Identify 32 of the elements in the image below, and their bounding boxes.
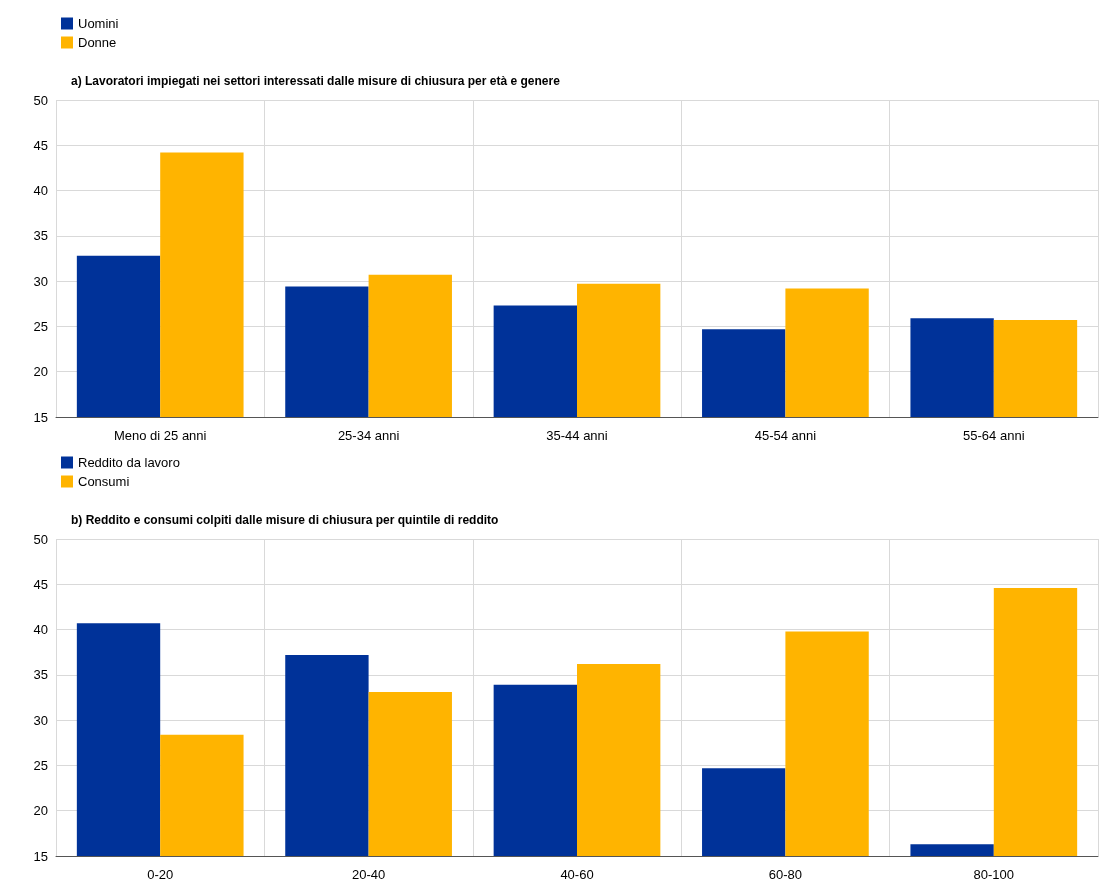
x-tick-label: 80-100	[973, 867, 1015, 882]
legend-label: Donne	[78, 35, 117, 50]
y-tick-label: 50	[33, 92, 48, 108]
y-tick-label: 15	[33, 848, 48, 864]
x-tick-label: 60-80	[768, 867, 803, 882]
x-tick-label: 55-64 anni	[963, 428, 1025, 443]
legend-label: Reddito da lavoro	[78, 455, 180, 470]
x-tick-label: 40-60	[560, 867, 594, 882]
x-tick-label: 20-40	[351, 867, 386, 882]
y-tick-label: 45	[33, 576, 48, 592]
chart-title: a) Lavoratori impiegati nei settori interessati dalle misure di chiusura per età e genere	[71, 74, 561, 88]
y-tick-label: 25	[33, 757, 48, 773]
x-tick-label: 25-34 anni	[337, 428, 400, 443]
legend-label: Uomini	[78, 16, 119, 31]
x-tick-label: Meno di 25 anni	[113, 428, 207, 443]
y-tick-label: 35	[33, 667, 48, 683]
y-tick-label: 30	[33, 712, 48, 728]
y-tick-label: 15	[33, 409, 48, 425]
y-tick-label: 35	[33, 228, 48, 244]
x-tick-label: 0-20	[147, 867, 174, 882]
x-tick-label: 35-44 anni	[546, 428, 608, 443]
y-tick-label: 50	[33, 531, 48, 547]
x-tick-label: 45-54 anni	[754, 428, 817, 443]
y-tick-label: 30	[33, 273, 48, 289]
y-tick-label: 40	[33, 622, 48, 638]
chart-title: b) Reddito e consumi colpiti dalle misure di chiusura per quintile di reddito	[71, 513, 499, 527]
y-tick-label: 40	[33, 183, 48, 199]
legend-label: Consumi	[78, 474, 130, 489]
y-tick-label: 20	[33, 364, 48, 380]
y-tick-label: 20	[33, 803, 48, 819]
y-tick-label: 45	[33, 137, 48, 153]
y-tick-label: 25	[33, 318, 48, 334]
